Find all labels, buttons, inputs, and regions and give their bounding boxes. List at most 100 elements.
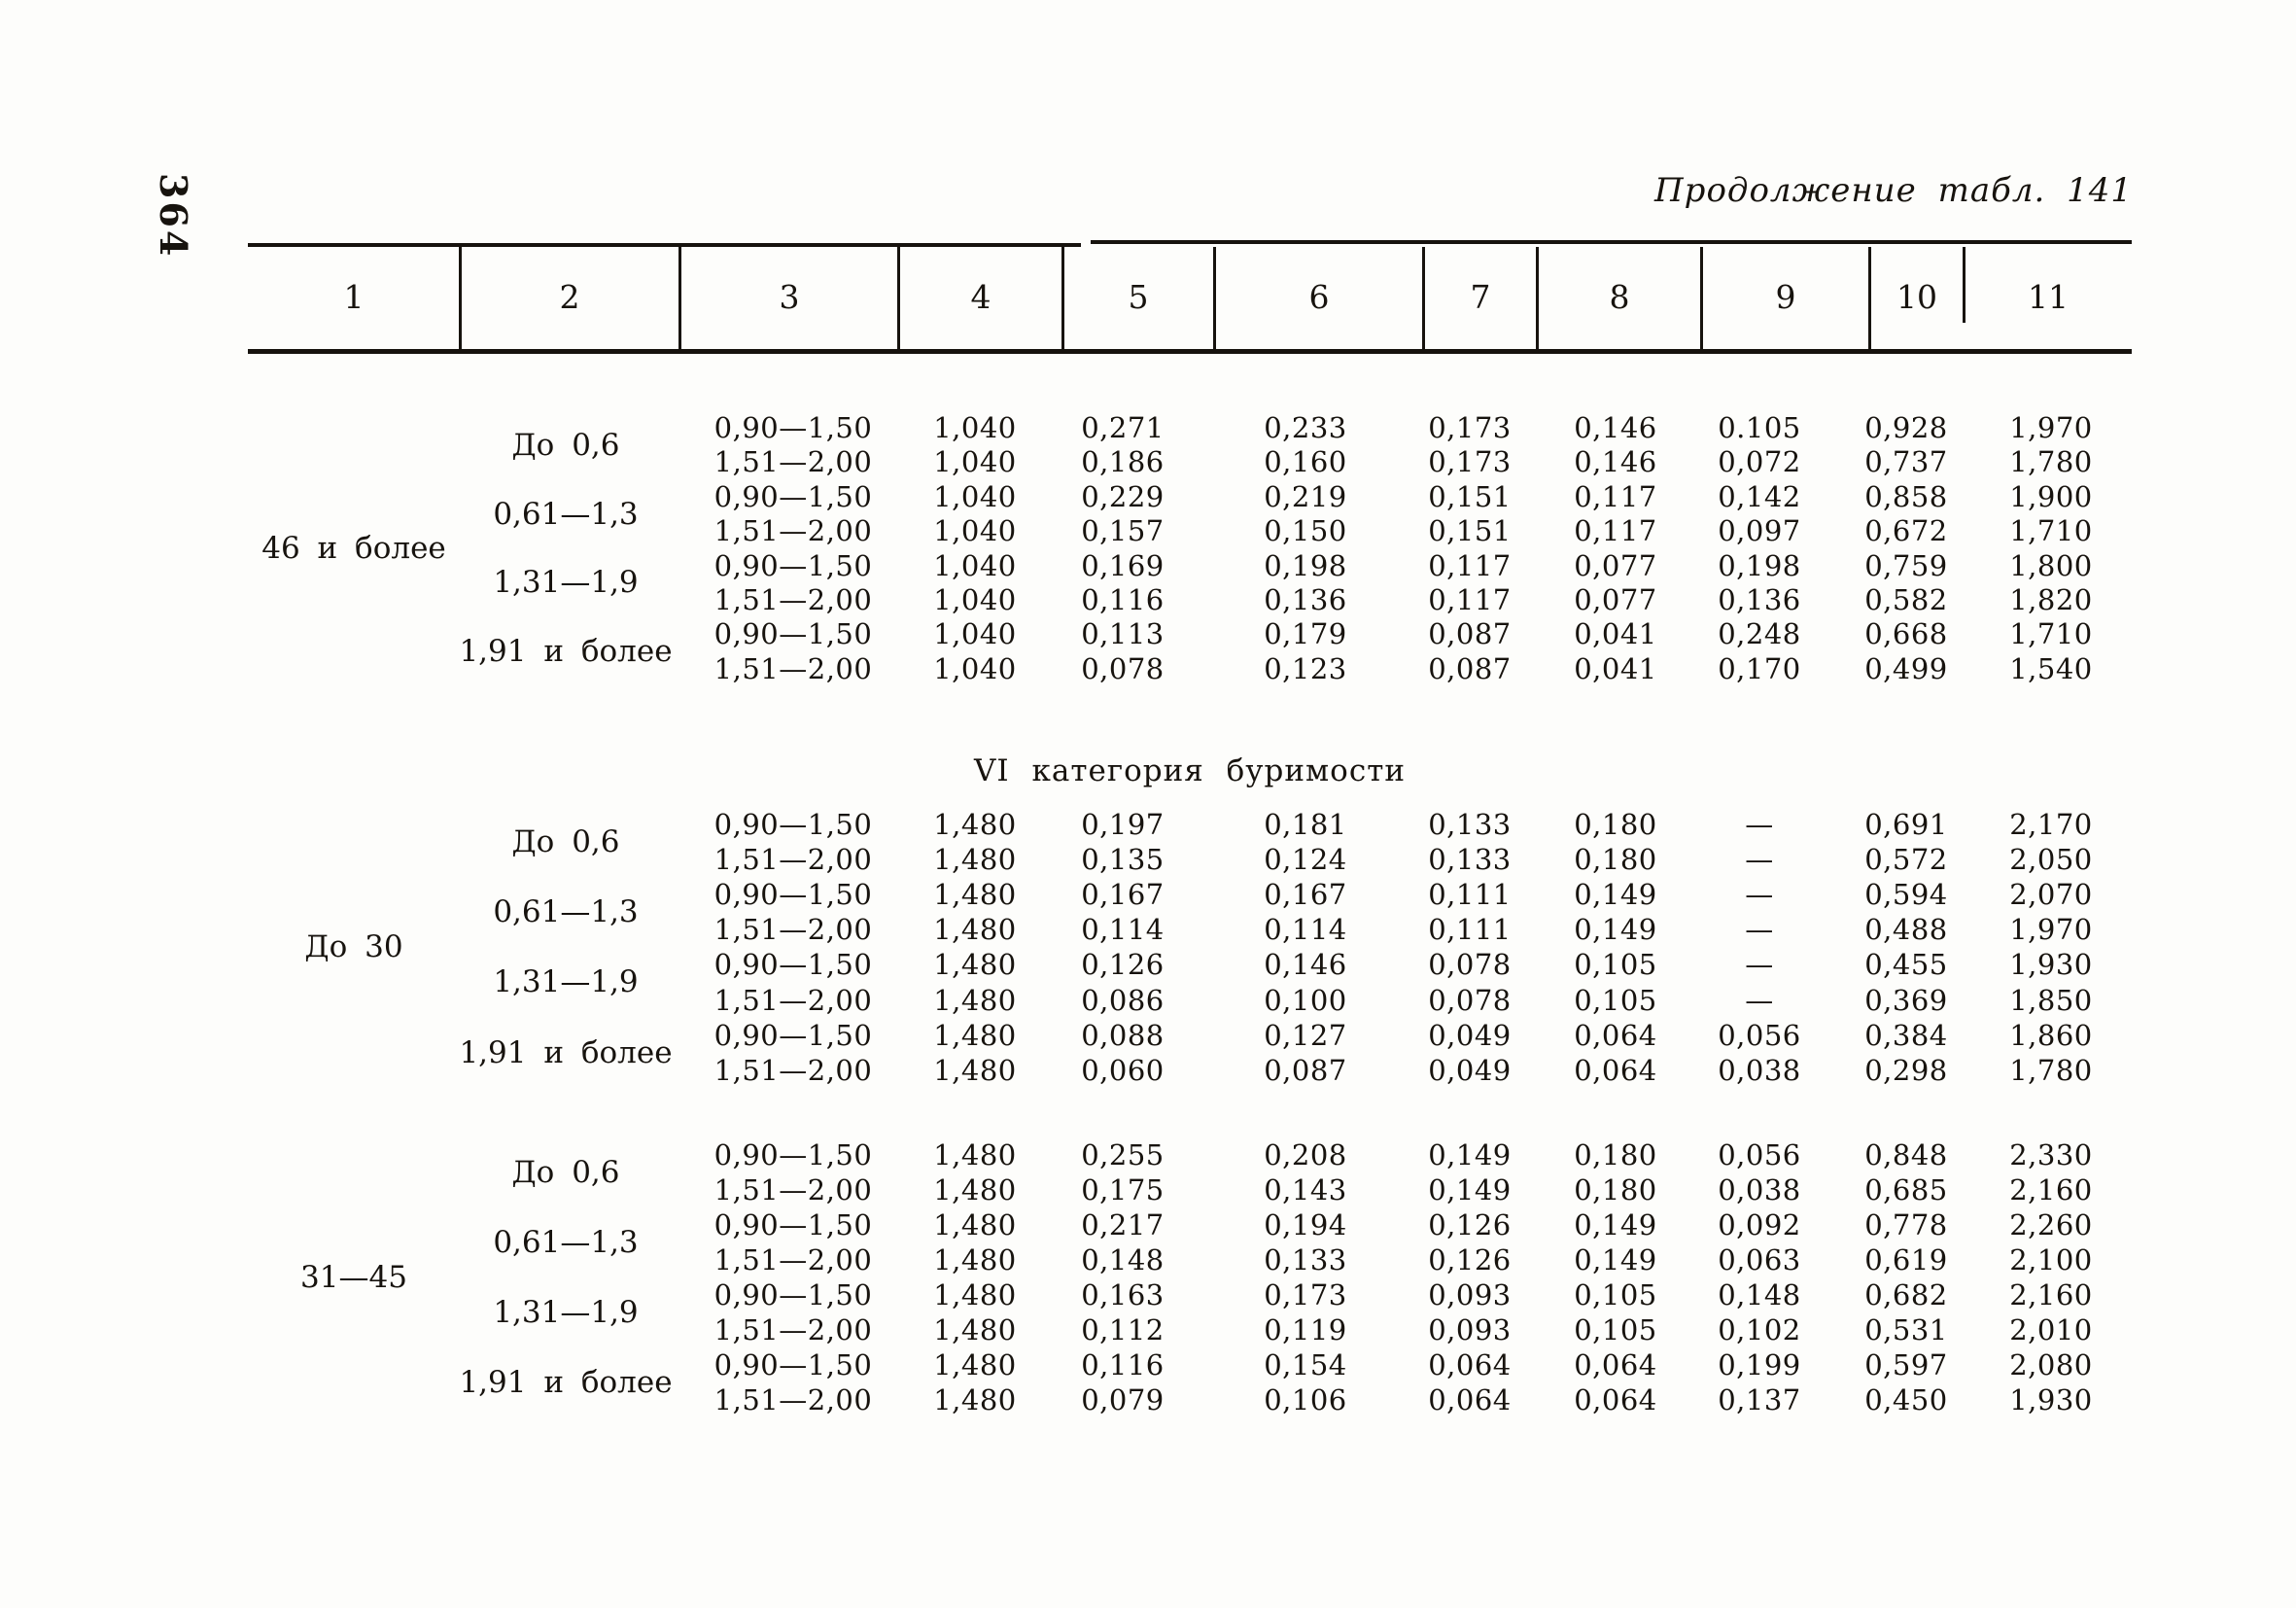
table-cell: 2,050	[2009, 843, 2093, 876]
table-cell: 2,080	[2009, 1348, 2093, 1381]
table-cell: 0,146	[1574, 445, 1657, 478]
table-cell: 0,90—1,50	[713, 549, 873, 582]
table-cell: 0,038	[1718, 1054, 1801, 1087]
table-cell: 0,149	[1428, 1138, 1512, 1171]
header-column-divider-9	[1868, 247, 1871, 350]
header-column-divider-4	[1061, 247, 1064, 350]
table-cell: 0,737	[1864, 445, 1948, 478]
table-continuation-title: Продолжение табл. 141	[1654, 171, 2133, 210]
table-cell: 0,271	[1081, 411, 1165, 444]
table-cell: 0,90—1,50	[713, 1138, 873, 1171]
table-cell: 0,90—1,50	[713, 1348, 873, 1381]
table-cell: 0,135	[1081, 843, 1165, 876]
table-cell: 0,078	[1428, 948, 1512, 981]
table-cell: 0,217	[1081, 1208, 1165, 1241]
table-cell: 0,119	[1264, 1313, 1347, 1346]
header-column-divider-8	[1700, 247, 1703, 350]
table-cell: 1,040	[933, 549, 1017, 582]
table-cell: 0,154	[1264, 1348, 1347, 1381]
group-label: 1,91 и более	[459, 1365, 673, 1400]
table-cell: 1,040	[933, 652, 1017, 685]
table-cell: 1,51—2,00	[713, 1313, 873, 1346]
table-cell: 0,198	[1264, 549, 1347, 582]
table-cell: 1,040	[933, 583, 1017, 616]
table-cell: 1,480	[933, 948, 1017, 981]
column-header-6: 6	[1308, 278, 1330, 316]
table-cell: 0,038	[1718, 1173, 1801, 1206]
table-cell: 0,112	[1081, 1313, 1165, 1346]
table-cell: 1,540	[2009, 652, 2093, 685]
table-cell: 0,180	[1574, 1138, 1657, 1171]
table-cell: 0,298	[1864, 1054, 1948, 1087]
table-cell: 0,087	[1264, 1054, 1347, 1087]
table-cell: —	[1745, 843, 1774, 876]
group-label: 1,91 и более	[459, 1035, 673, 1070]
table-cell: 1,800	[2009, 549, 2093, 582]
table-cell: 0,685	[1864, 1173, 1948, 1206]
table-cell: 0,127	[1264, 1019, 1347, 1052]
group-label: 1,31—1,9	[493, 565, 639, 600]
group-label: 0,61—1,3	[493, 1225, 639, 1260]
table-cell: 0,064	[1428, 1383, 1512, 1416]
table-cell: 0,163	[1081, 1278, 1165, 1311]
table-cell: 0,149	[1574, 878, 1657, 911]
table-cell: 0,063	[1718, 1243, 1801, 1276]
table-cell: 0,064	[1574, 1019, 1657, 1052]
header-column-divider-7	[1536, 247, 1539, 350]
table-cell: 2,170	[2009, 808, 2093, 841]
table-cell: 0,064	[1574, 1383, 1657, 1416]
group-label: До 0,6	[511, 1155, 620, 1190]
table-cell: 0,255	[1081, 1138, 1165, 1171]
table-cell: 1,51—2,00	[713, 1243, 873, 1276]
table-cell: 0,146	[1264, 948, 1347, 981]
group-label: 0,61—1,3	[493, 894, 639, 929]
header-column-divider-3	[897, 247, 900, 350]
table-cell: 2,160	[2009, 1173, 2093, 1206]
table-cell: 0,149	[1574, 1243, 1657, 1276]
table-cell: 0,90—1,50	[713, 808, 873, 841]
table-cell: 0,092	[1718, 1208, 1801, 1241]
table-cell: 1,480	[933, 1383, 1017, 1416]
table-cell: 1,51—2,00	[713, 652, 873, 685]
table-cell: 0,672	[1864, 514, 1948, 547]
table-cell: 0,90—1,50	[713, 878, 873, 911]
table-cell: 0,117	[1428, 583, 1512, 616]
table-cell: 0,078	[1081, 652, 1165, 685]
table-cell: 0,117	[1574, 514, 1657, 547]
table-cell: 0,499	[1864, 652, 1948, 685]
group-label: До 0,6	[511, 428, 620, 463]
table-cell: 0,126	[1081, 948, 1165, 981]
table-cell: 0,117	[1574, 480, 1657, 513]
table-cell: 0.105	[1718, 411, 1801, 444]
table-cell: 0,093	[1428, 1313, 1512, 1346]
table-cell: 0,105	[1574, 948, 1657, 981]
table-cell: —	[1745, 878, 1774, 911]
table-cell: 1,930	[2009, 948, 2093, 981]
table-cell: 1,480	[933, 913, 1017, 946]
table-cell: 0,594	[1864, 878, 1948, 911]
group-label: 0,61—1,3	[493, 497, 639, 532]
table-cell: 1,480	[933, 878, 1017, 911]
table-cell: 0,072	[1718, 445, 1801, 478]
table-cell: 0,079	[1081, 1383, 1165, 1416]
header-column-divider-5	[1213, 247, 1216, 350]
table-cell: 0,682	[1864, 1278, 1948, 1311]
table-cell: 1,850	[2009, 984, 2093, 1017]
table-cell: 0,778	[1864, 1208, 1948, 1241]
table-cell: 0,668	[1864, 617, 1948, 650]
group-label: 1,31—1,9	[493, 964, 639, 999]
table-cell: 1,51—2,00	[713, 1383, 873, 1416]
table-top-rule-left	[248, 243, 1081, 247]
table-cell: 0,117	[1428, 549, 1512, 582]
table-cell: 1,040	[933, 411, 1017, 444]
table-top-rule-right	[1091, 240, 2132, 244]
table-cell: 0,229	[1081, 480, 1165, 513]
table-cell: 0,077	[1574, 549, 1657, 582]
table-cell: 0,111	[1428, 878, 1512, 911]
table-cell: 0,126	[1428, 1208, 1512, 1241]
section-heading: VI категория буримости	[973, 753, 1407, 788]
depth-interval-label: До 30	[304, 929, 403, 964]
table-cell: 0,186	[1081, 445, 1165, 478]
table-cell: 0,116	[1081, 1348, 1165, 1381]
column-header-9: 9	[1775, 278, 1796, 316]
